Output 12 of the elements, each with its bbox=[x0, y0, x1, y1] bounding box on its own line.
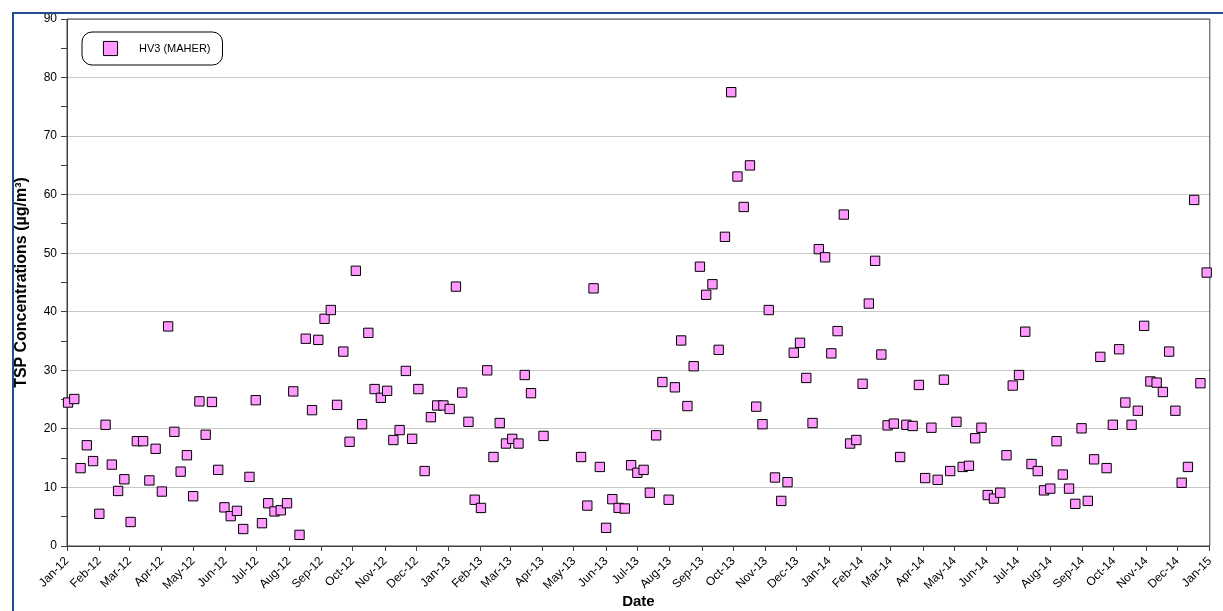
y-tick-label: 70 bbox=[43, 128, 58, 143]
y-axis-title: TSP Concentrations (µg/m³) bbox=[12, 177, 30, 388]
y-tick-label: 80 bbox=[43, 69, 58, 84]
legend-label: HV3 (MAHER) bbox=[139, 41, 211, 54]
y-tick-label: 50 bbox=[43, 245, 58, 260]
x-axis-title: Date bbox=[622, 592, 655, 610]
y-tick-label: 0 bbox=[50, 538, 58, 553]
y-tick-label: 10 bbox=[43, 479, 58, 494]
y-tick-label: 40 bbox=[43, 304, 58, 319]
y-tick-label: 60 bbox=[43, 186, 58, 201]
y-tick-label: 30 bbox=[43, 362, 58, 377]
y-tick-label: 20 bbox=[43, 421, 58, 436]
